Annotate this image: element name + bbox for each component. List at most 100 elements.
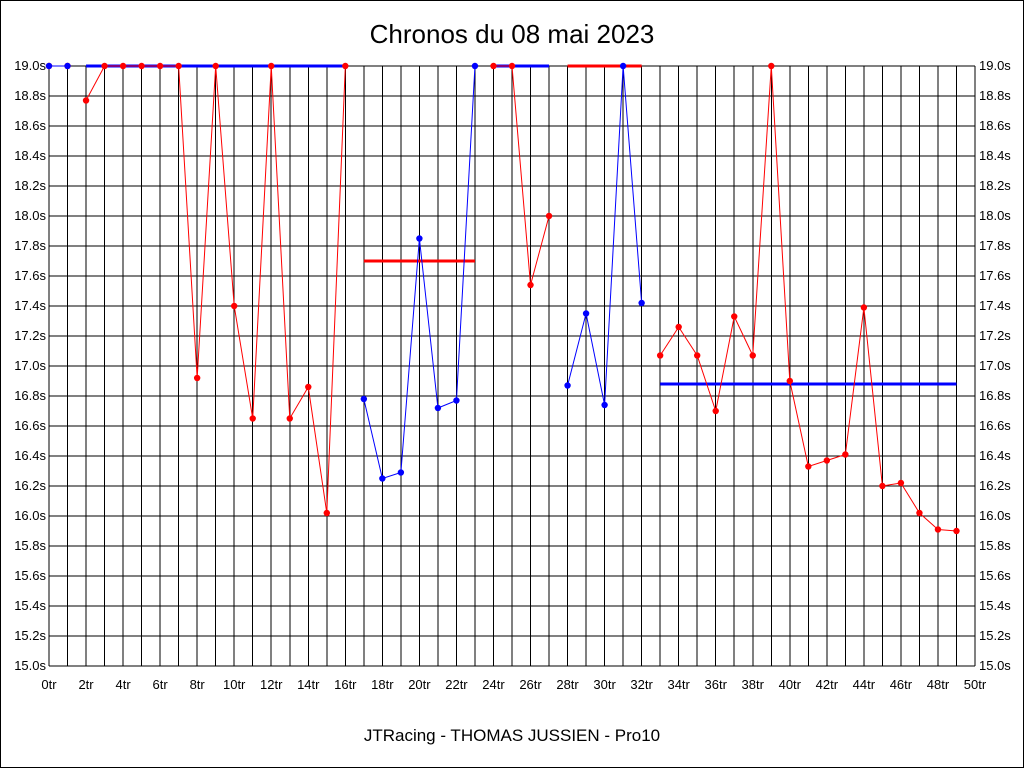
data-point bbox=[749, 352, 756, 359]
data-point bbox=[786, 377, 793, 385]
x-tick-label: 50tr bbox=[964, 677, 987, 692]
y-tick-label-left: 15.8s bbox=[14, 538, 46, 553]
y-tick-label-right: 15.2s bbox=[979, 628, 1011, 643]
data-point bbox=[638, 299, 645, 307]
data-point bbox=[564, 382, 571, 389]
y-tick-label-left: 17.2s bbox=[14, 328, 46, 343]
y-tick-label-right: 15.6s bbox=[979, 568, 1011, 583]
chart-subtitle: JTRacing - THOMAS JUSSIEN - Pro10 bbox=[364, 726, 660, 745]
y-tick-label-right: 19.0s bbox=[979, 58, 1011, 73]
x-tick-label: 46tr bbox=[890, 677, 913, 692]
data-point bbox=[342, 62, 349, 70]
y-tick-label-right: 17.6s bbox=[979, 268, 1011, 283]
data-point bbox=[323, 509, 330, 517]
x-axis: 0tr 2tr 4tr 6tr 8tr 10tr 12tr 14tr 16tr 18tr 20tr 2… bbox=[41, 677, 986, 692]
y-tick-label-left: 16.4s bbox=[14, 448, 46, 463]
data-point bbox=[193, 374, 201, 382]
chart-title: Chronos du 08 mai 2023 bbox=[370, 19, 655, 49]
data-point bbox=[45, 62, 53, 70]
data-point bbox=[805, 463, 812, 470]
data-point bbox=[712, 407, 719, 415]
data-point bbox=[675, 323, 682, 331]
x-tick-label: 30tr bbox=[593, 677, 616, 692]
data-point bbox=[82, 97, 90, 104]
data-point bbox=[156, 62, 164, 70]
y-tick-label-right: 17.4s bbox=[979, 298, 1011, 313]
chart-grid bbox=[48, 65, 976, 667]
y-tick-label-left: 16.6s bbox=[14, 418, 46, 433]
y-tick-label-left: 15.2s bbox=[14, 628, 46, 643]
y-tick-label-right: 16.0s bbox=[979, 508, 1011, 523]
y-tick-label-right: 16.8s bbox=[979, 388, 1011, 403]
data-point bbox=[249, 415, 256, 422]
data-point bbox=[768, 62, 775, 70]
y-tick-label-left: 18.0s bbox=[14, 208, 46, 223]
data-point bbox=[934, 526, 942, 533]
data-point bbox=[656, 352, 664, 359]
y-tick-label-right: 16.4s bbox=[979, 448, 1011, 463]
x-tick-label: 6tr bbox=[153, 677, 169, 692]
data-point bbox=[138, 62, 145, 70]
x-tick-label: 32tr bbox=[630, 677, 653, 692]
data-point bbox=[694, 352, 701, 359]
data-point bbox=[379, 475, 386, 482]
x-tick-label: 28tr bbox=[556, 677, 579, 692]
y-tick-label-right: 15.4s bbox=[979, 598, 1011, 613]
x-tick-label: 2tr bbox=[78, 677, 94, 692]
y-tick-label-right: 16.2s bbox=[979, 478, 1011, 493]
data-point bbox=[916, 509, 923, 517]
x-tick-label: 24tr bbox=[482, 677, 505, 692]
x-tick-label: 48tr bbox=[927, 677, 950, 692]
y-tick-label-left: 18.8s bbox=[14, 88, 46, 103]
x-tick-label: 20tr bbox=[408, 677, 431, 692]
data-point bbox=[953, 527, 960, 535]
y-tick-label-right: 18.0s bbox=[979, 208, 1011, 223]
x-tick-label: 14tr bbox=[297, 677, 320, 692]
data-point bbox=[545, 212, 553, 220]
data-point bbox=[305, 383, 312, 391]
y-tick-label-left: 18.4s bbox=[14, 148, 46, 163]
y-tick-label-left: 16.2s bbox=[14, 478, 46, 493]
x-tick-label: 40tr bbox=[779, 677, 802, 692]
y-tick-label-left: 15.0s bbox=[14, 658, 46, 673]
x-tick-label: 18tr bbox=[371, 677, 394, 692]
data-point bbox=[619, 62, 627, 70]
data-point bbox=[897, 479, 905, 487]
x-tick-label: 36tr bbox=[705, 677, 728, 692]
y-tick-label-left: 17.4s bbox=[14, 298, 46, 313]
y-tick-label-left: 17.0s bbox=[14, 358, 46, 373]
y-axis-left: 15.0s 15.2s 15.4s 15.6s 15.8s 16.0s 16.2s 16.4s… bbox=[14, 58, 46, 673]
y-tick-label-left: 15.4s bbox=[14, 598, 46, 613]
data-point bbox=[527, 281, 534, 289]
x-tick-label: 26tr bbox=[519, 677, 542, 692]
x-tick-label: 42tr bbox=[816, 677, 839, 692]
data-point bbox=[731, 313, 738, 320]
data-point bbox=[119, 62, 127, 70]
y-tick-label-left: 15.6s bbox=[14, 568, 46, 583]
x-tick-label: 22tr bbox=[445, 677, 468, 692]
data-point bbox=[434, 404, 442, 412]
data-point bbox=[879, 482, 886, 490]
y-tick-label-right: 16.6s bbox=[979, 418, 1011, 433]
y-tick-label-right: 17.2s bbox=[979, 328, 1011, 343]
data-point bbox=[490, 62, 497, 70]
data-point bbox=[101, 62, 108, 70]
y-tick-label-left: 16.0s bbox=[14, 508, 46, 523]
data-point bbox=[471, 62, 479, 70]
y-tick-label-left: 18.2s bbox=[14, 178, 46, 193]
data-point bbox=[231, 302, 238, 310]
y-tick-label-right: 15.0s bbox=[979, 658, 1011, 673]
x-tick-label: 38tr bbox=[742, 677, 765, 692]
y-tick-label-left: 17.6s bbox=[14, 268, 46, 283]
y-tick-label-left: 16.8s bbox=[14, 388, 46, 403]
data-point bbox=[582, 310, 590, 317]
x-tick-label: 34tr bbox=[667, 677, 690, 692]
data-point bbox=[508, 62, 516, 70]
y-tick-label-left: 19.0s bbox=[14, 58, 46, 73]
y-tick-label-left: 17.8s bbox=[14, 238, 46, 253]
data-point bbox=[212, 62, 219, 70]
data-point bbox=[175, 62, 182, 70]
x-tick-label: 10tr bbox=[223, 677, 246, 692]
y-tick-label-right: 17.0s bbox=[979, 358, 1011, 373]
